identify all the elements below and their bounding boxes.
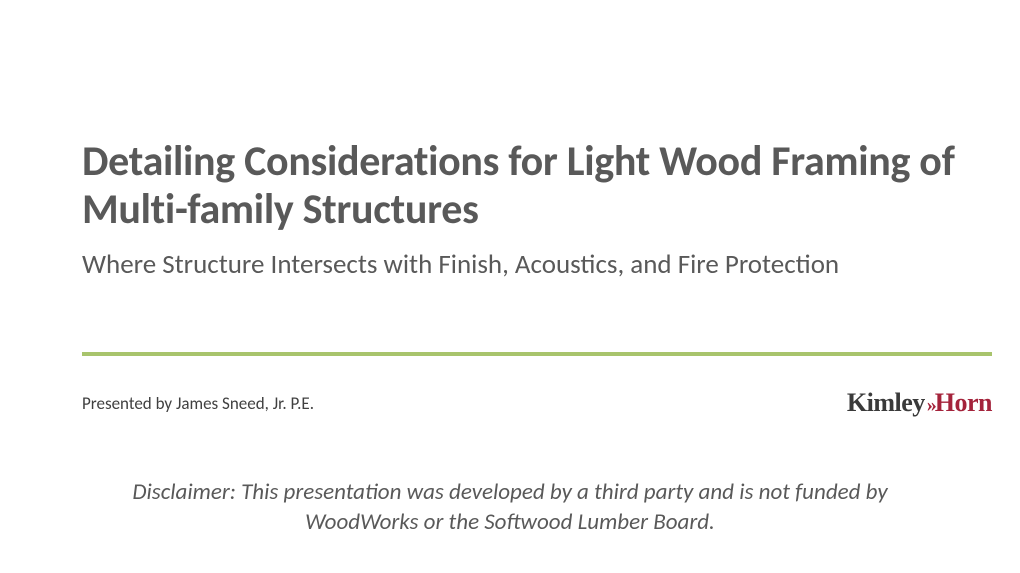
presenter-text: Presented by James Sneed, Jr. P.E. [82, 393, 314, 414]
slide: Detailing Considerations for Light Wood … [0, 0, 1020, 573]
title-block: Detailing Considerations for Light Wood … [82, 138, 960, 281]
logo-chevrons-icon: » [927, 394, 933, 417]
disclaimer-text: Disclaimer: This presentation was develo… [120, 478, 900, 538]
logo-part-horn: Horn [935, 388, 992, 418]
logo-part-kimley: Kimley [847, 388, 925, 418]
divider-rule [82, 352, 992, 356]
slide-subtitle: Where Structure Intersects with Finish, … [82, 249, 960, 281]
presenter-row: Presented by James Sneed, Jr. P.E. Kimle… [82, 388, 992, 418]
kimley-horn-logo: Kimley » Horn [847, 388, 992, 418]
slide-title: Detailing Considerations for Light Wood … [82, 138, 960, 235]
